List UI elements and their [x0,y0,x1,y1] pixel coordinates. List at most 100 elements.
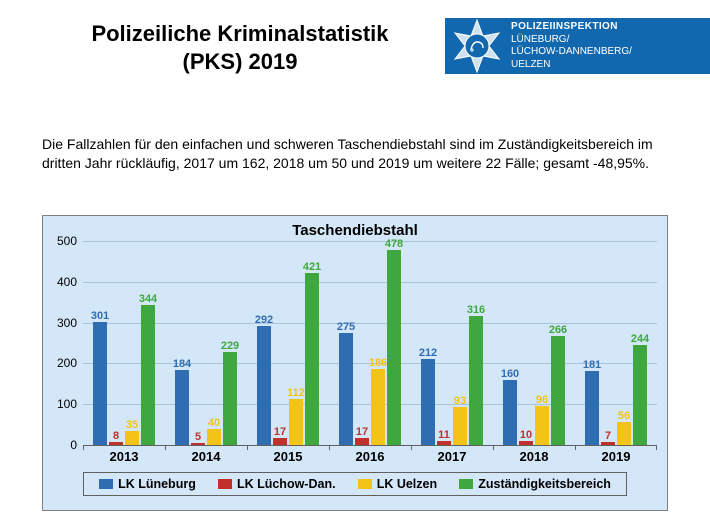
header: Polizeiliche Kriminalstatistik (PKS) 201… [0,0,710,100]
legend-swatch [358,479,372,489]
chart-bar: 56 [617,422,631,445]
chart-bar: 17 [273,438,287,445]
chart-bar-value: 275 [337,321,355,333]
chart-bar: 17 [355,438,369,445]
agency-logo: POLIZEIINSPEKTION LÜNEBURG/ LÜCHOW-DANNE… [445,18,710,74]
chart-bar: 316 [469,316,483,445]
title-line-1: Polizeiliche Kriminalstatistik [50,20,430,48]
chart-ytick-label: 200 [57,356,77,370]
chart-bar-value: 93 [454,395,466,407]
chart-bar: 112 [289,399,303,445]
title-line-2: (PKS) 2019 [50,48,430,76]
chart-gridline [83,241,657,242]
chart-bar-value: 181 [583,359,601,371]
chart-bar-group: 29217112421 [257,273,319,445]
legend-swatch [99,479,113,489]
chart-plot-area: 0100200300400500301835344184540229292171… [83,241,657,446]
chart-bar: 8 [109,442,123,445]
chart-xlabel: 2016 [356,449,385,464]
chart-bar-value: 7 [605,430,611,442]
chart-bar-value: 10 [520,429,532,441]
chart-bar: 5 [191,443,205,445]
chart-xlabel: 2019 [602,449,631,464]
chart-xlabel: 2013 [110,449,139,464]
chart-bar-value: 11 [438,429,450,441]
chart-bar-value: 5 [195,431,201,443]
chart-bar-value: 244 [631,333,649,345]
chart-bar-value: 8 [113,430,119,442]
legend-swatch [459,479,473,489]
legend-item: LK Lüneburg [99,477,196,491]
agency-line-2: LÜNEBURG/ [511,34,632,47]
page-title: Polizeiliche Kriminalstatistik (PKS) 201… [50,20,430,75]
chart-bar-value: 56 [618,410,630,422]
chart-bar: 244 [633,345,647,445]
chart-bar: 40 [207,429,221,445]
chart-bar-group: 1601096266 [503,336,565,445]
chart-bar-value: 96 [536,394,548,406]
legend-label: LK Lüchow-Dan. [237,477,336,491]
chart-xlabel: 2017 [438,449,467,464]
chart-bar-value: 266 [549,324,567,336]
chart-bar-value: 301 [91,310,109,322]
chart-bar: 93 [453,407,467,445]
chart-bar: 186 [371,369,385,445]
chart-xlabel: 2015 [274,449,303,464]
chart-ytick-label: 400 [57,275,77,289]
chart-bar: 301 [93,322,107,445]
legend-swatch [218,479,232,489]
chart-bar-value: 292 [255,314,273,326]
chart-bar-value: 344 [139,293,157,305]
chart-xlabel: 2018 [520,449,549,464]
chart-bar: 96 [535,406,549,445]
legend-label: Zuständigkeitsbereich [478,477,611,491]
legend-item: Zuständigkeitsbereich [459,477,611,491]
legend-label: LK Lüneburg [118,477,196,491]
chart-bar: 184 [175,370,189,445]
chart-bar-group: 184540229 [175,352,237,445]
chart-bar-value: 478 [385,238,403,250]
chart-bar: 229 [223,352,237,445]
chart-ytick-label: 300 [57,316,77,330]
chart-bar: 421 [305,273,319,445]
chart-bar: 275 [339,333,353,445]
agency-line-1: POLIZEIINSPEKTION [511,21,632,34]
chart-bar: 266 [551,336,565,445]
chart-bar-value: 112 [287,387,305,399]
agency-line-4: UELZEN [511,59,632,72]
chart-legend: LK Lüneburg LK Lüchow-Dan. LK Uelzen Zustän… [83,472,627,496]
chart-xlabel: 2014 [192,449,221,464]
chart-bar: 344 [141,305,155,445]
chart-bar-value: 212 [419,347,437,359]
police-star-icon [449,18,505,74]
chart-bar-value: 35 [126,419,138,431]
chart-bar-group: 301835344 [93,305,155,445]
legend-label: LK Uelzen [377,477,437,491]
chart-bar-value: 17 [274,426,286,438]
chart-bar-value: 17 [356,426,368,438]
chart-bar: 160 [503,380,517,445]
agency-line-3: LÜCHOW-DANNENBERG/ [511,46,632,59]
chart-container: Taschendiebstahl 01002003004005003018353… [42,215,668,511]
chart-bar: 181 [585,371,599,445]
chart-bar: 292 [257,326,271,445]
legend-item: LK Lüchow-Dan. [218,477,336,491]
chart-ytick-label: 100 [57,397,77,411]
description-text: Die Fallzahlen für den einfachen und sch… [42,135,662,173]
chart-ytick-label: 0 [70,438,77,452]
chart-bar: 478 [387,250,401,445]
chart-ytick-label: 500 [57,234,77,248]
chart-bar-value: 421 [303,261,321,273]
legend-item: LK Uelzen [358,477,437,491]
chart-bar-group: 2121193316 [421,316,483,445]
chart-title: Taschendiebstahl [43,216,667,241]
chart-x-axis: 2013 2014 2015 2016 2017 2018 2019 [83,446,657,468]
chart-bar-value: 316 [467,304,485,316]
chart-bar: 7 [601,442,615,445]
chart-bar-group: 181756244 [585,345,647,445]
chart-bar: 11 [437,441,451,445]
chart-bar-value: 184 [173,358,191,370]
agency-name: POLIZEIINSPEKTION LÜNEBURG/ LÜCHOW-DANNE… [511,21,632,71]
chart-bar: 35 [125,431,139,445]
chart-bar-value: 160 [501,368,519,380]
